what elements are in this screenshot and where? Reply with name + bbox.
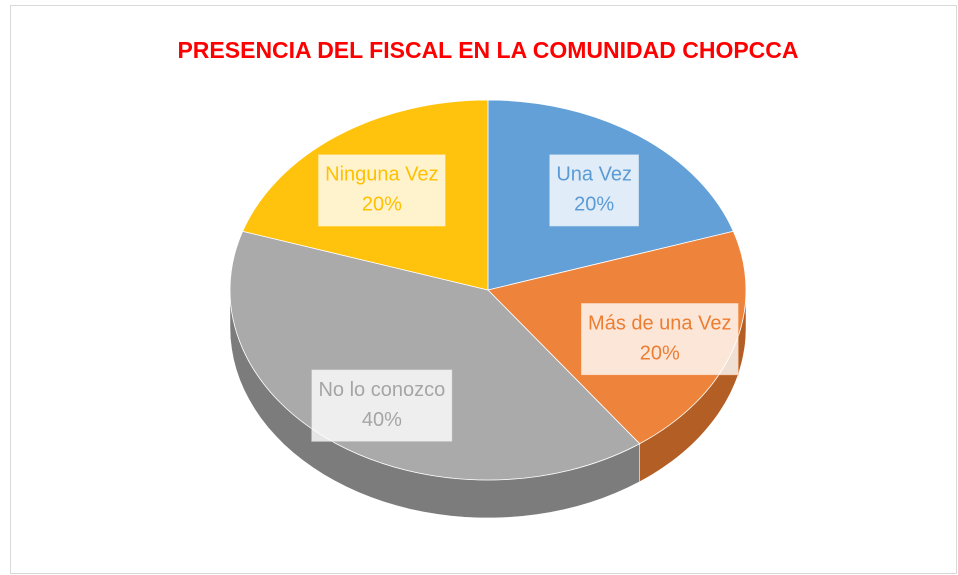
label-category: Ninguna Vez bbox=[325, 164, 438, 186]
data-label: Ninguna Vez 20% bbox=[317, 153, 447, 227]
data-label: Más de una Vez 20% bbox=[580, 302, 739, 376]
chart-title: PRESENCIA DEL FISCAL EN LA COMUNIDAD CHO… bbox=[177, 37, 798, 63]
label-box bbox=[580, 302, 739, 376]
label-box bbox=[317, 153, 447, 227]
label-value: 20% bbox=[574, 194, 614, 216]
label-value: 20% bbox=[362, 194, 402, 216]
label-value: 40% bbox=[362, 409, 402, 431]
label-category: No lo conozco bbox=[318, 379, 445, 401]
label-value: 20% bbox=[640, 342, 680, 364]
label-category: Una Vez bbox=[556, 164, 632, 186]
data-label: No lo conozco 40% bbox=[310, 369, 453, 443]
label-box bbox=[310, 369, 453, 443]
label-category: Más de una Vez bbox=[588, 312, 731, 334]
data-label: Una Vez 20% bbox=[548, 153, 640, 227]
label-box bbox=[548, 153, 640, 227]
